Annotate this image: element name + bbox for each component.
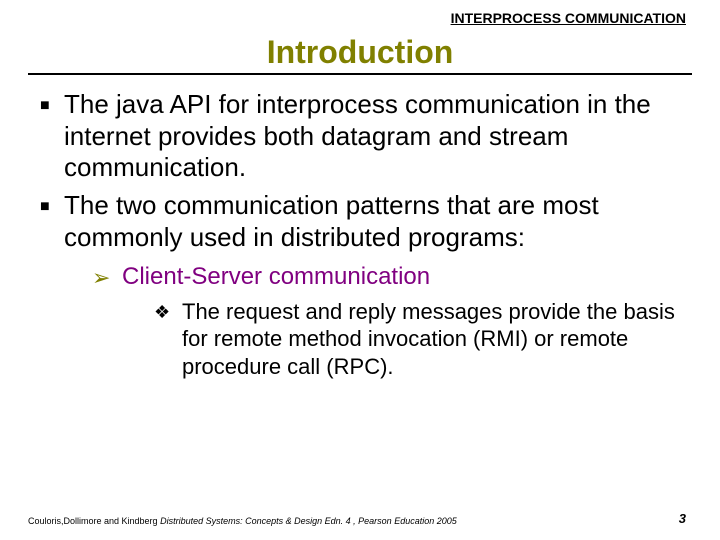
slide: INTERPROCESS COMMUNICATION Introduction … bbox=[0, 0, 720, 540]
slide-body: ■ The java API for interprocess communic… bbox=[28, 89, 692, 380]
list-item-text: The two communication patterns that are … bbox=[64, 190, 599, 252]
square-bullet-icon: ■ bbox=[40, 96, 50, 116]
bullet-list-lvl2: ➢ Client-Server communication ❖ The requ… bbox=[64, 262, 692, 381]
citation-authors: Couloris,Dollimore and Kindberg bbox=[28, 516, 160, 526]
page-number: 3 bbox=[679, 511, 692, 526]
square-bullet-icon: ■ bbox=[40, 197, 50, 217]
slide-title: Introduction bbox=[267, 34, 454, 71]
title-rule: Introduction bbox=[28, 34, 692, 75]
arrow-bullet-icon: ➢ bbox=[92, 264, 110, 292]
list-item: ➢ Client-Server communication ❖ The requ… bbox=[92, 262, 692, 381]
list-item-text: Client-Server communication bbox=[122, 263, 430, 290]
slide-header-label: INTERPROCESS COMMUNICATION bbox=[28, 10, 692, 26]
diamond-bullet-icon: ❖ bbox=[154, 301, 170, 324]
bullet-list-lvl1: ■ The java API for interprocess communic… bbox=[36, 89, 692, 380]
list-item-text: The java API for interprocess communicat… bbox=[64, 89, 651, 182]
list-item-text: The request and reply messages provide t… bbox=[182, 299, 675, 379]
list-item: ■ The java API for interprocess communic… bbox=[36, 89, 692, 184]
list-item: ❖ The request and reply messages provide… bbox=[154, 298, 692, 381]
slide-footer: Couloris,Dollimore and Kindberg Distribu… bbox=[28, 511, 692, 526]
list-item: ■ The two communication patterns that ar… bbox=[36, 190, 692, 380]
bullet-list-lvl3: ❖ The request and reply messages provide… bbox=[122, 298, 692, 381]
citation-title: Distributed Systems: Concepts & Design E… bbox=[160, 516, 457, 526]
footer-citation: Couloris,Dollimore and Kindberg Distribu… bbox=[28, 516, 457, 526]
